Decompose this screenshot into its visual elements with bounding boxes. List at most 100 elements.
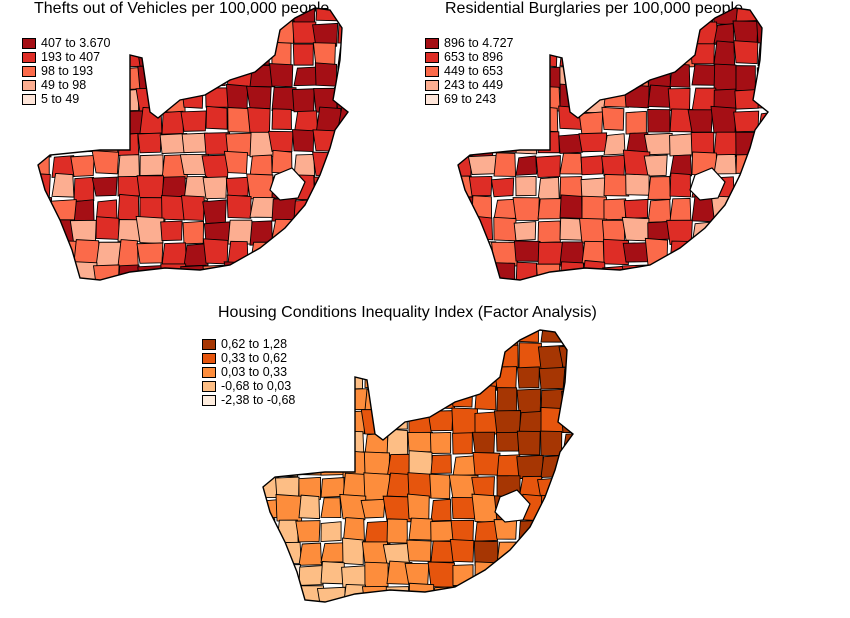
map-region — [540, 582, 566, 602]
map-region — [364, 561, 389, 590]
legend-label: 243 to 449 — [444, 78, 504, 92]
map-region — [202, 176, 228, 200]
map-region — [318, 366, 346, 392]
map-region — [291, 8, 316, 24]
map-region — [467, 154, 498, 175]
map-region — [407, 341, 434, 364]
map-region — [94, 109, 120, 132]
map-region — [561, 543, 573, 566]
map-region — [538, 366, 566, 390]
map-region — [273, 410, 300, 433]
map-region — [429, 386, 456, 409]
map-region — [534, 39, 558, 68]
legend-swatch — [202, 380, 216, 392]
map-region — [622, 242, 650, 263]
map-region — [518, 585, 543, 602]
map-region — [73, 239, 100, 264]
map-region — [291, 88, 315, 113]
map-region — [291, 129, 315, 153]
map-title: Residential Burglaries per 100,000 peopl… — [445, 0, 743, 17]
map-region — [117, 22, 141, 43]
map-region — [364, 330, 386, 343]
map-region — [271, 108, 292, 130]
legend-label: 407 to 3.670 — [41, 36, 111, 50]
map-region — [537, 220, 561, 243]
map-region — [495, 330, 519, 347]
map-region — [537, 176, 560, 201]
map-region — [559, 42, 586, 67]
map-region — [227, 219, 253, 245]
map-region — [732, 260, 757, 280]
map-region — [291, 259, 319, 280]
map-region — [472, 431, 496, 454]
map-region — [647, 198, 672, 223]
lesotho-enclave — [689, 167, 726, 201]
map-region — [647, 41, 669, 64]
map-region — [180, 110, 207, 132]
map-region — [757, 111, 768, 135]
map-region — [408, 517, 434, 541]
map-legend: 0,62 to 1,28 0,33 to 0,62 0,03 to 0,33 -… — [202, 337, 295, 407]
map-region — [669, 197, 692, 222]
map-region — [312, 129, 338, 152]
map-region — [537, 86, 561, 112]
map-region — [474, 384, 497, 411]
map-region — [73, 132, 101, 153]
map-region — [518, 520, 542, 541]
legend-item: 449 to 653 — [425, 64, 514, 78]
map-title: Housing Conditions Inequality Index (Fac… — [218, 304, 597, 321]
legend-swatch — [425, 65, 439, 77]
map-region — [293, 198, 317, 220]
map-region — [474, 520, 499, 542]
map-region — [92, 264, 120, 280]
legend-item: 0,03 to 0,33 — [202, 365, 295, 379]
legend-item: 98 to 193 — [22, 64, 111, 78]
legend-item: 49 to 98 — [22, 78, 111, 92]
map-region — [427, 561, 455, 588]
legend-swatch — [425, 79, 439, 91]
map-region — [263, 516, 276, 546]
map-region — [735, 131, 759, 157]
map-region — [292, 43, 314, 66]
map-region — [561, 389, 573, 410]
map-region — [263, 587, 278, 602]
map-region — [93, 8, 118, 22]
map-region — [757, 86, 768, 109]
map-region — [407, 330, 431, 347]
map-region — [226, 8, 252, 20]
map-region — [623, 198, 649, 219]
map-region — [159, 45, 185, 71]
map-region — [601, 64, 628, 90]
choropleth-map-residential-burglaries — [457, 7, 769, 281]
map-region — [537, 198, 563, 220]
map-region — [669, 8, 693, 23]
map-region — [458, 8, 472, 23]
map-region — [667, 87, 691, 111]
map-region — [408, 582, 435, 602]
map-region — [647, 84, 672, 108]
map-region — [621, 40, 646, 69]
map-region — [406, 539, 432, 562]
map-region — [647, 108, 671, 133]
map-region — [181, 132, 208, 154]
map-region — [137, 65, 164, 92]
map-region — [452, 432, 473, 455]
map-region — [458, 107, 475, 135]
map-region — [247, 17, 270, 42]
legend-label: -2,38 to -0,68 — [221, 393, 296, 407]
map-region — [38, 196, 53, 220]
map-region — [320, 542, 346, 563]
map-region — [70, 8, 95, 24]
map-region — [512, 83, 540, 108]
map-region — [667, 263, 691, 280]
map-region — [320, 561, 346, 585]
map-region — [515, 176, 537, 197]
map-region — [474, 330, 502, 344]
map-region — [298, 542, 322, 566]
map-region — [735, 174, 758, 198]
map-region — [404, 562, 430, 587]
map-region — [51, 105, 74, 136]
map-region — [562, 330, 573, 345]
map-region — [515, 67, 538, 89]
map-region — [556, 22, 581, 46]
